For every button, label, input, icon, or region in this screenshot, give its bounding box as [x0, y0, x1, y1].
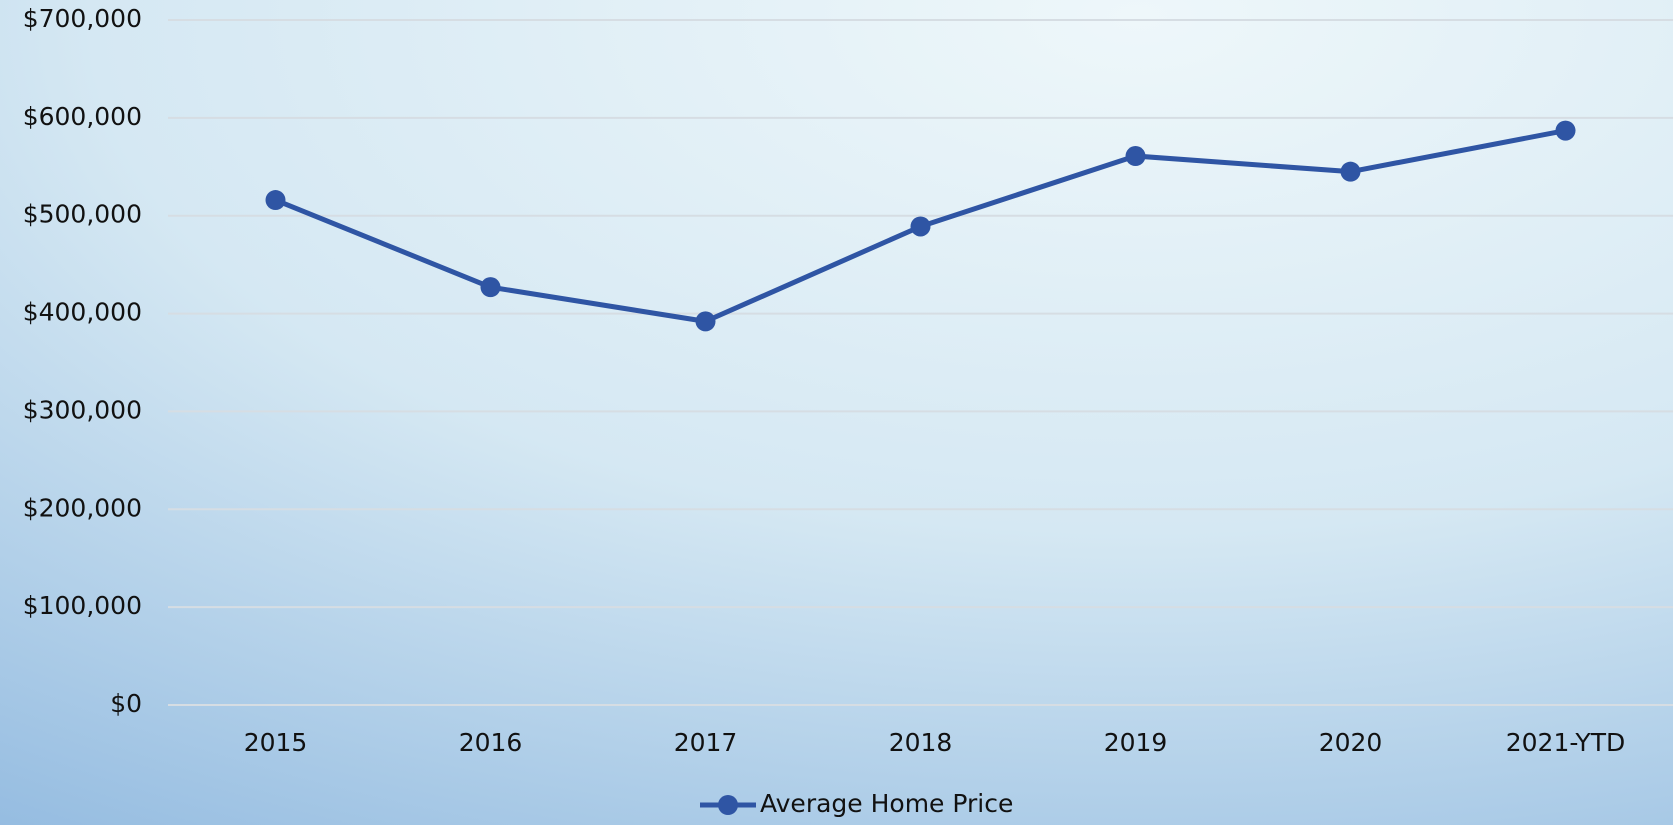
y-tick-label: $500,000 [23, 200, 142, 229]
x-tick-label: 2015 [244, 728, 308, 757]
legend-label: Average Home Price [760, 789, 1013, 818]
y-tick-label: $100,000 [23, 591, 142, 620]
legend-marker [718, 795, 738, 815]
y-tick-label: $200,000 [23, 493, 142, 522]
x-tick-label: 2021-YTD [1506, 728, 1625, 757]
y-tick-label: $700,000 [23, 4, 142, 33]
x-tick-label: 2017 [674, 728, 738, 757]
data-point [1555, 120, 1576, 141]
data-point [1340, 161, 1361, 182]
x-tick-label: 2019 [1104, 728, 1168, 757]
y-tick-label: $0 [110, 689, 142, 718]
data-point [265, 190, 286, 211]
y-tick-label: $300,000 [23, 395, 142, 424]
data-point [1125, 146, 1146, 167]
x-tick-label: 2018 [889, 728, 953, 757]
data-point [695, 311, 716, 332]
x-tick-label: 2020 [1319, 728, 1383, 757]
x-tick-label: 2016 [459, 728, 523, 757]
y-tick-label: $600,000 [23, 102, 142, 131]
y-tick-label: $400,000 [23, 298, 142, 327]
data-point [480, 277, 501, 298]
data-point [910, 216, 931, 237]
